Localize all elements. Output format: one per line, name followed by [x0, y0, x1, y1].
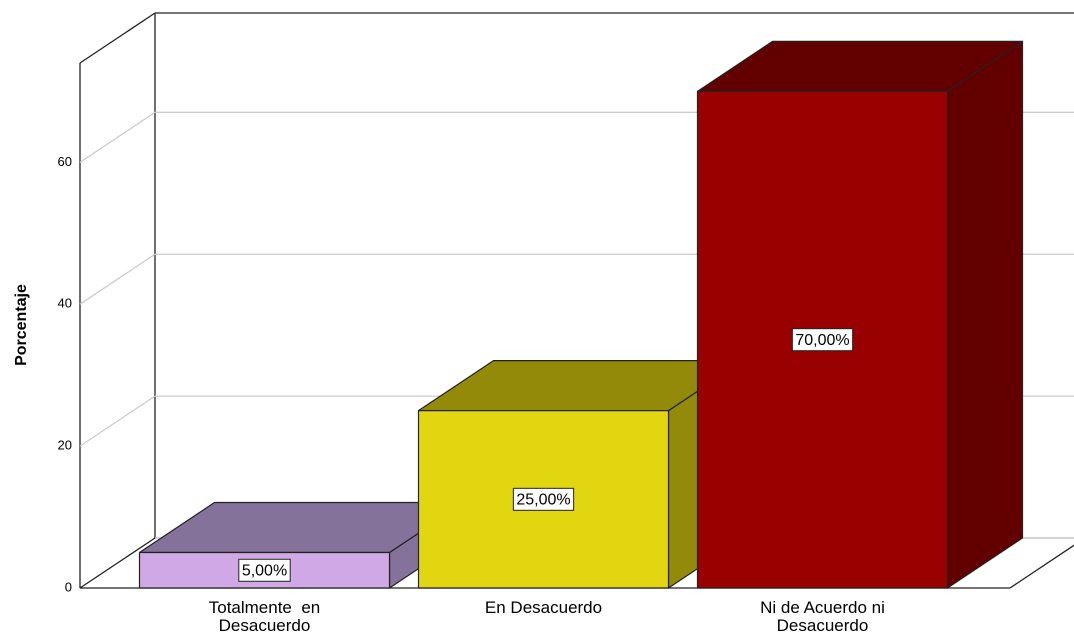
grid-line [79, 253, 156, 305]
x-tick-label: Ni de Acuerdo ni Desacuerdo [760, 598, 890, 635]
y-tick-label: 0 [65, 579, 72, 594]
bar [417, 410, 670, 589]
floor-right [1009, 544, 1074, 589]
side-wall-top [79, 12, 156, 64]
grid-line [79, 111, 156, 163]
bar-side [946, 40, 1024, 589]
value-label-box [512, 487, 575, 511]
value-label: 5,00% [242, 562, 287, 579]
value-label-box [238, 558, 291, 582]
x-tick-label: Totalmente en Desacuerdo [208, 598, 325, 635]
value-label: 25,00% [516, 492, 570, 509]
grid-line [79, 537, 156, 589]
y-axis-label: Porcentaje [13, 284, 30, 366]
value-label-box [791, 328, 854, 352]
x-tick-label: En Desacuerdo [484, 598, 603, 617]
y-tick-label: 20 [58, 438, 72, 453]
value-label: 70,00% [795, 332, 849, 349]
grid-line [79, 395, 156, 447]
y-tick-label: 40 [58, 296, 72, 311]
y-tick-label: 60 [58, 154, 72, 169]
